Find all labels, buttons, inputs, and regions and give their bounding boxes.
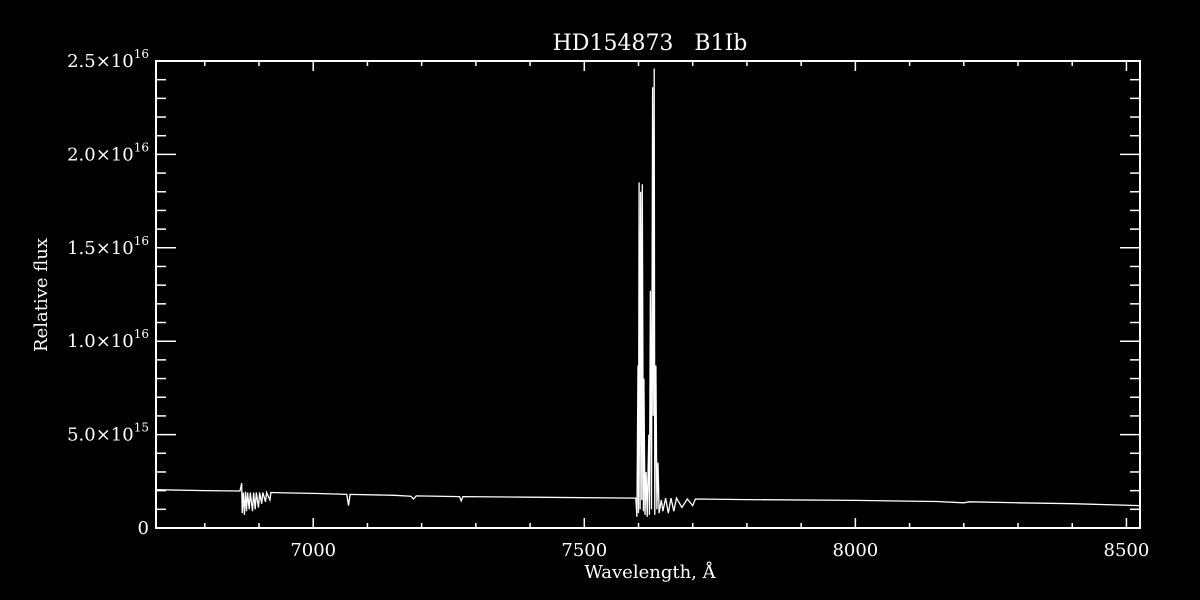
y-tick-label: 2.5×1016 bbox=[67, 47, 149, 72]
y-tick-label: 2.0×1016 bbox=[67, 140, 149, 165]
chart-title: HD154873 B1Ib bbox=[553, 31, 748, 56]
y-tick-label: 1.0×1016 bbox=[67, 327, 149, 352]
x-tick-label: 8500 bbox=[1104, 540, 1150, 561]
x-tick-label: 8000 bbox=[832, 540, 878, 561]
tick-labels: 7000 7500 8000 8500 0 5.0×1015 1.0×1016 1.5×101… bbox=[67, 47, 1149, 561]
x-tick-label: 7000 bbox=[290, 540, 336, 561]
spectrum-line bbox=[155, 68, 1141, 517]
y-tick-label: 1.5×1016 bbox=[67, 234, 149, 259]
x-tick-label: 7500 bbox=[561, 540, 607, 561]
x-axis-label: Wavelength, Å bbox=[584, 561, 716, 583]
axis-ticks bbox=[156, 60, 1140, 529]
y-tick-label: 5.0×1015 bbox=[67, 421, 149, 446]
y-tick-label: 0 bbox=[138, 518, 149, 539]
plot-frame bbox=[155, 60, 1141, 529]
y-axis-label: Relative flux bbox=[31, 238, 52, 352]
